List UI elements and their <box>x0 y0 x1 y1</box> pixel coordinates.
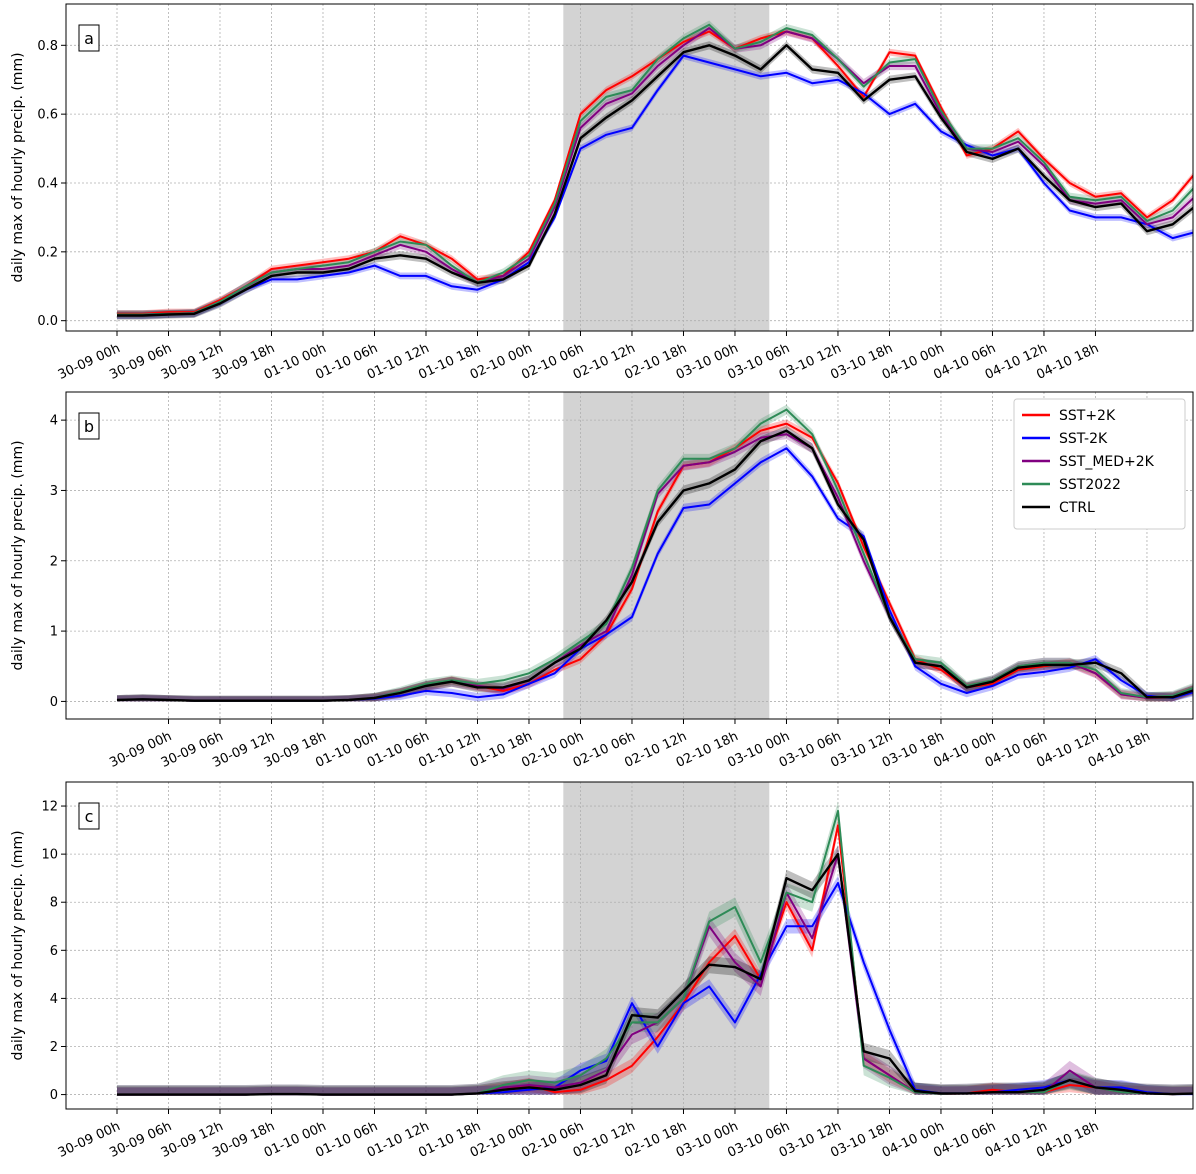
y-tick-label: 4 <box>50 414 58 429</box>
legend-entry: SST+2K <box>1059 408 1116 424</box>
legend-entry: CTRL <box>1059 500 1095 516</box>
y-tick-label: 0.6 <box>37 108 58 123</box>
y-tick-label: 8 <box>50 896 58 911</box>
plot-area <box>117 20 1193 320</box>
series-line <box>117 23 1193 316</box>
legend-entry: SST-2K <box>1059 431 1108 447</box>
series-line <box>116 429 1193 702</box>
panel-tag-box <box>78 412 100 440</box>
y-tick-label: 2 <box>50 554 58 569</box>
legend: SST+2K SST-2K SST_MED+2K SST2022 CTRL <box>1013 398 1186 530</box>
series-line <box>117 30 1193 315</box>
panel-tag: a <box>84 29 94 48</box>
y-tick-label: 1 <box>50 625 58 640</box>
plot-area <box>116 404 1193 702</box>
series-line <box>117 27 1193 316</box>
panel-tag-box <box>78 802 100 830</box>
axes-frame <box>65 781 1194 1110</box>
axes-frame <box>65 3 1194 332</box>
legend-entry: SST2022 <box>1059 477 1121 493</box>
y-tick-label: 0 <box>50 1088 58 1103</box>
series-line <box>117 44 1193 317</box>
y-tick-label: 0 <box>50 695 58 710</box>
panel-tag: c <box>85 807 94 826</box>
y-tick-label: 4 <box>50 992 58 1007</box>
y-tick-label: 0.4 <box>37 176 58 191</box>
series-line <box>117 852 1193 1096</box>
y-axis-label: daily max of hourly precip. (mm) <box>10 440 26 670</box>
series-band <box>117 404 1193 702</box>
y-axis-label: daily max of hourly precip. (mm) <box>10 830 26 1060</box>
series-line <box>117 54 1193 317</box>
series-band <box>117 419 1193 702</box>
axes-frame <box>65 391 1194 720</box>
y-tick-label: 3 <box>50 484 58 499</box>
y-tick-label: 6 <box>50 944 58 959</box>
y-tick-label: 0.0 <box>37 314 58 329</box>
y-tick-label: 0.2 <box>37 245 58 260</box>
y-axis-label: daily max of hourly precip. (mm) <box>10 52 26 282</box>
panel-tag-box <box>78 24 100 52</box>
y-tick-label: 12 <box>41 800 58 815</box>
legend-entry: SST_MED+2K <box>1059 454 1155 470</box>
plot-area <box>117 801 1193 1096</box>
panel-tag: b <box>84 417 94 436</box>
y-tick-label: 10 <box>41 848 58 863</box>
y-tick-label: 0.8 <box>37 39 58 54</box>
legend-frame <box>1013 398 1186 530</box>
y-tick-label: 2 <box>50 1040 58 1055</box>
